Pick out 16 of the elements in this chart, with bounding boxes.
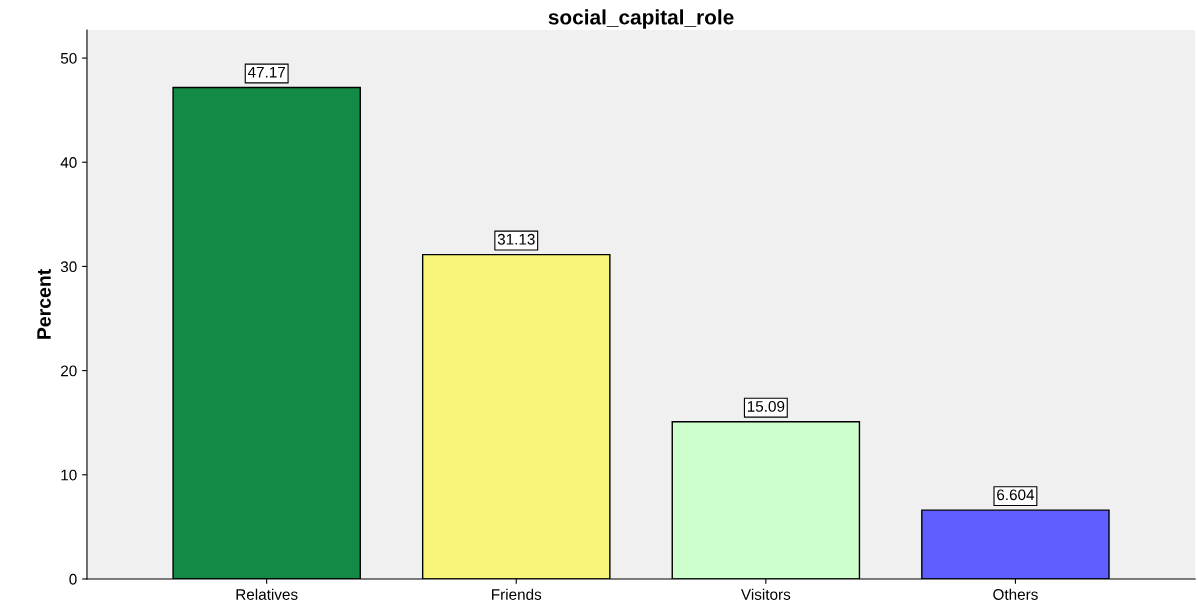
x-tick-label: Visitors bbox=[741, 588, 791, 600]
data-label: 15.09 bbox=[747, 400, 785, 412]
x-tick-label: Friends bbox=[492, 588, 542, 600]
y-tick-label: 0 bbox=[69, 573, 77, 585]
y-tick-label: 20 bbox=[61, 365, 77, 377]
x-tick-label: Relatives bbox=[236, 588, 298, 600]
y-tick-label: 30 bbox=[60, 261, 77, 273]
y-tick-label: 50 bbox=[60, 52, 77, 64]
chart-title: social_capital_role bbox=[548, 9, 734, 29]
x-tick-label: Others bbox=[993, 588, 1038, 600]
y-tick-label: 40 bbox=[60, 157, 77, 168]
y-axis-title: Percent bbox=[37, 269, 51, 339]
data-label: 31.13 bbox=[497, 233, 535, 245]
data-label: 6.604 bbox=[997, 489, 1035, 501]
y-tick-label: 10 bbox=[61, 469, 77, 481]
data-label: 47.17 bbox=[247, 66, 286, 78]
